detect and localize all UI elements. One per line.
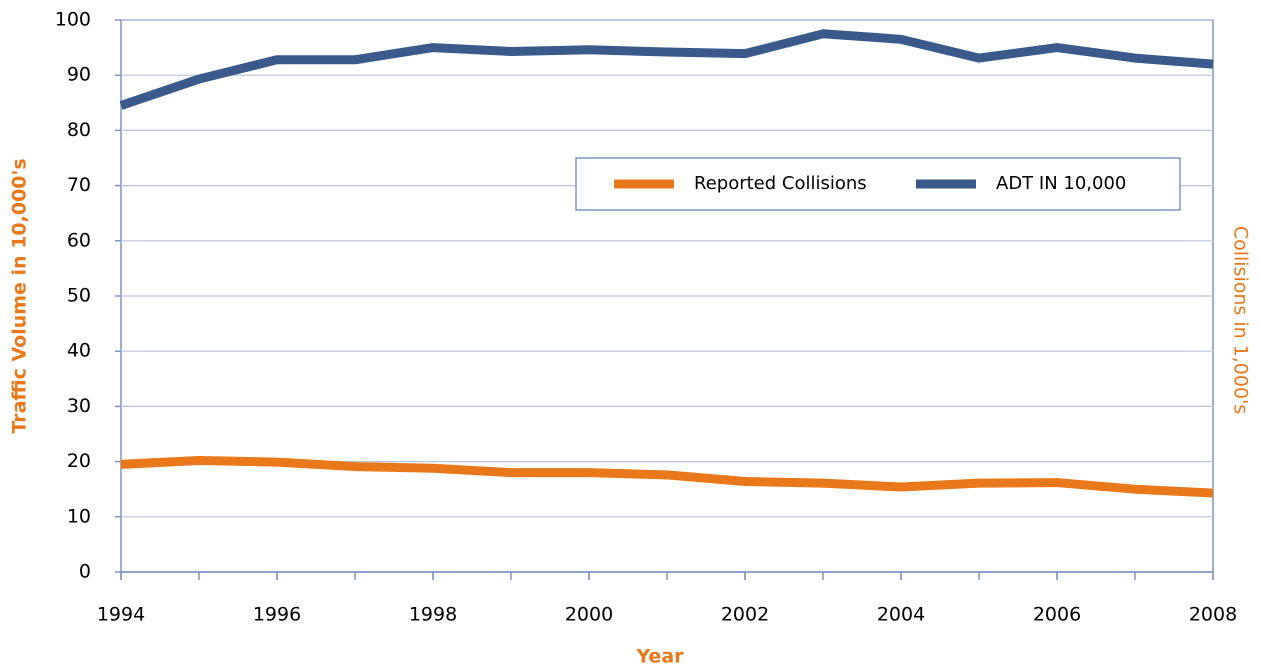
y-tick-label: 40 [67,340,91,362]
y2-axis-title: Collisions in 1,000's [1230,226,1252,414]
x-tick-label: 2000 [565,604,613,626]
legend-label: ADT IN 10,000 [996,173,1126,194]
y-tick-label: 50 [67,285,91,307]
y-tick-label: 100 [55,9,91,31]
x-tick-label: 1994 [97,604,145,626]
y-tick-label: 10 [67,505,91,527]
y-tick-label: 90 [67,64,91,86]
y-tick-label: 60 [67,229,91,251]
x-tick-label: 2008 [1189,604,1237,626]
y-tick-label: 70 [67,174,91,196]
y-tick-label: 0 [79,561,91,583]
x-tick-label: 2004 [877,604,925,626]
legend-label: Reported Collisions [694,173,867,194]
x-tick-label: 1996 [253,604,301,626]
x-tick-label: 2006 [1033,604,1081,626]
x-axis-title: Year [635,646,684,668]
data-line [120,455,1214,498]
legend-box [575,157,1181,211]
data-line [119,29,1214,110]
y-tick-label: 30 [67,395,91,417]
y-tick-label: 20 [67,450,91,472]
x-tick-label: 2002 [721,604,769,626]
x-tick-label: 1998 [409,604,457,626]
y-tick-label: 80 [67,119,91,141]
y-axis-title: Traffic Volume in 10,000's [9,158,31,433]
